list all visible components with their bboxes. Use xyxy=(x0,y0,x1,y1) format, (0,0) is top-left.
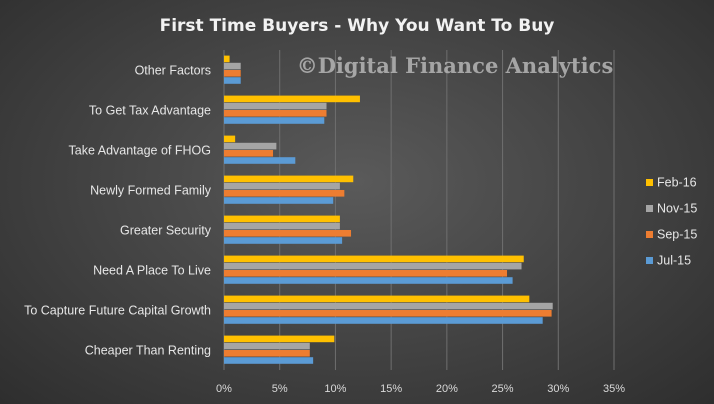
category-label: Newly Formed Family xyxy=(90,184,212,198)
bar-sep-15 xyxy=(224,70,241,77)
bar-jul-15 xyxy=(224,77,241,84)
bar-nov-15 xyxy=(224,262,522,270)
bar-sep-15 xyxy=(224,310,552,317)
bar-sep-15 xyxy=(224,190,345,197)
legend-label: Jul-15 xyxy=(657,254,691,268)
bar-jul-15 xyxy=(224,157,296,164)
x-tick-labels: 0% 5% 10% 15% 20% 25% 30% 35% xyxy=(216,383,625,395)
chart-title: First Time Buyers - Why You Want To Buy xyxy=(160,16,555,36)
category-label: To Get Tax Advantage xyxy=(89,104,211,118)
category-label: Take Advantage of FHOG xyxy=(69,144,211,158)
bar-nov-15 xyxy=(224,102,327,110)
x-tick-label: 35% xyxy=(603,383,625,395)
bar-jul-15 xyxy=(224,237,343,244)
bar-feb-16 xyxy=(224,55,230,63)
x-tick-label: 30% xyxy=(547,383,569,395)
bar-nov-15 xyxy=(224,142,277,150)
legend-swatch xyxy=(646,205,653,212)
category-label: Other Factors xyxy=(135,64,211,78)
x-tick-label: 0% xyxy=(216,383,232,395)
bar-feb-16 xyxy=(224,135,236,143)
bar-feb-16 xyxy=(224,95,360,103)
legend-label: Sep-15 xyxy=(657,228,697,242)
x-tick-label: 5% xyxy=(272,383,288,395)
category-labels: Other Factors To Get Tax Advantage Take Ad… xyxy=(24,64,212,358)
bar-feb-16 xyxy=(224,295,530,303)
legend: Feb-16 Nov-15 Sep-15 Jul-15 xyxy=(646,176,697,268)
legend-swatch xyxy=(646,257,653,264)
x-tick-label: 20% xyxy=(436,383,458,395)
category-label: Cheaper Than Renting xyxy=(85,344,211,358)
bar-sep-15 xyxy=(224,110,327,117)
x-tick-label: 15% xyxy=(380,383,402,395)
bar-nov-15 xyxy=(224,182,340,190)
bar-nov-15 xyxy=(224,222,340,230)
bar-jul-15 xyxy=(224,197,334,204)
bar-feb-16 xyxy=(224,175,354,183)
category-label: To Capture Future Capital Growth xyxy=(24,304,211,318)
category-label: Greater Security xyxy=(120,224,212,238)
bar-nov-15 xyxy=(224,342,310,350)
bar-feb-16 xyxy=(224,335,335,343)
category-label: Need A Place To Live xyxy=(93,264,211,278)
legend-swatch xyxy=(646,179,653,186)
bar-feb-16 xyxy=(224,255,524,263)
bar-jul-15 xyxy=(224,357,314,364)
legend-label: Nov-15 xyxy=(657,202,697,216)
bar-jul-15 xyxy=(224,117,325,124)
x-tick-label: 10% xyxy=(324,383,346,395)
watermark: ©Digital Finance Analytics xyxy=(297,53,614,78)
bars xyxy=(224,55,553,364)
bar-sep-15 xyxy=(224,150,274,157)
bar-sep-15 xyxy=(224,270,508,277)
x-tick-label: 25% xyxy=(492,383,514,395)
bar-nov-15 xyxy=(224,302,553,310)
bar-nov-15 xyxy=(224,62,241,70)
bar-sep-15 xyxy=(224,230,352,237)
bar-feb-16 xyxy=(224,215,340,223)
bar-jul-15 xyxy=(224,277,513,284)
legend-label: Feb-16 xyxy=(657,176,697,190)
bar-jul-15 xyxy=(224,317,543,324)
bar-sep-15 xyxy=(224,350,310,357)
legend-swatch xyxy=(646,231,653,238)
